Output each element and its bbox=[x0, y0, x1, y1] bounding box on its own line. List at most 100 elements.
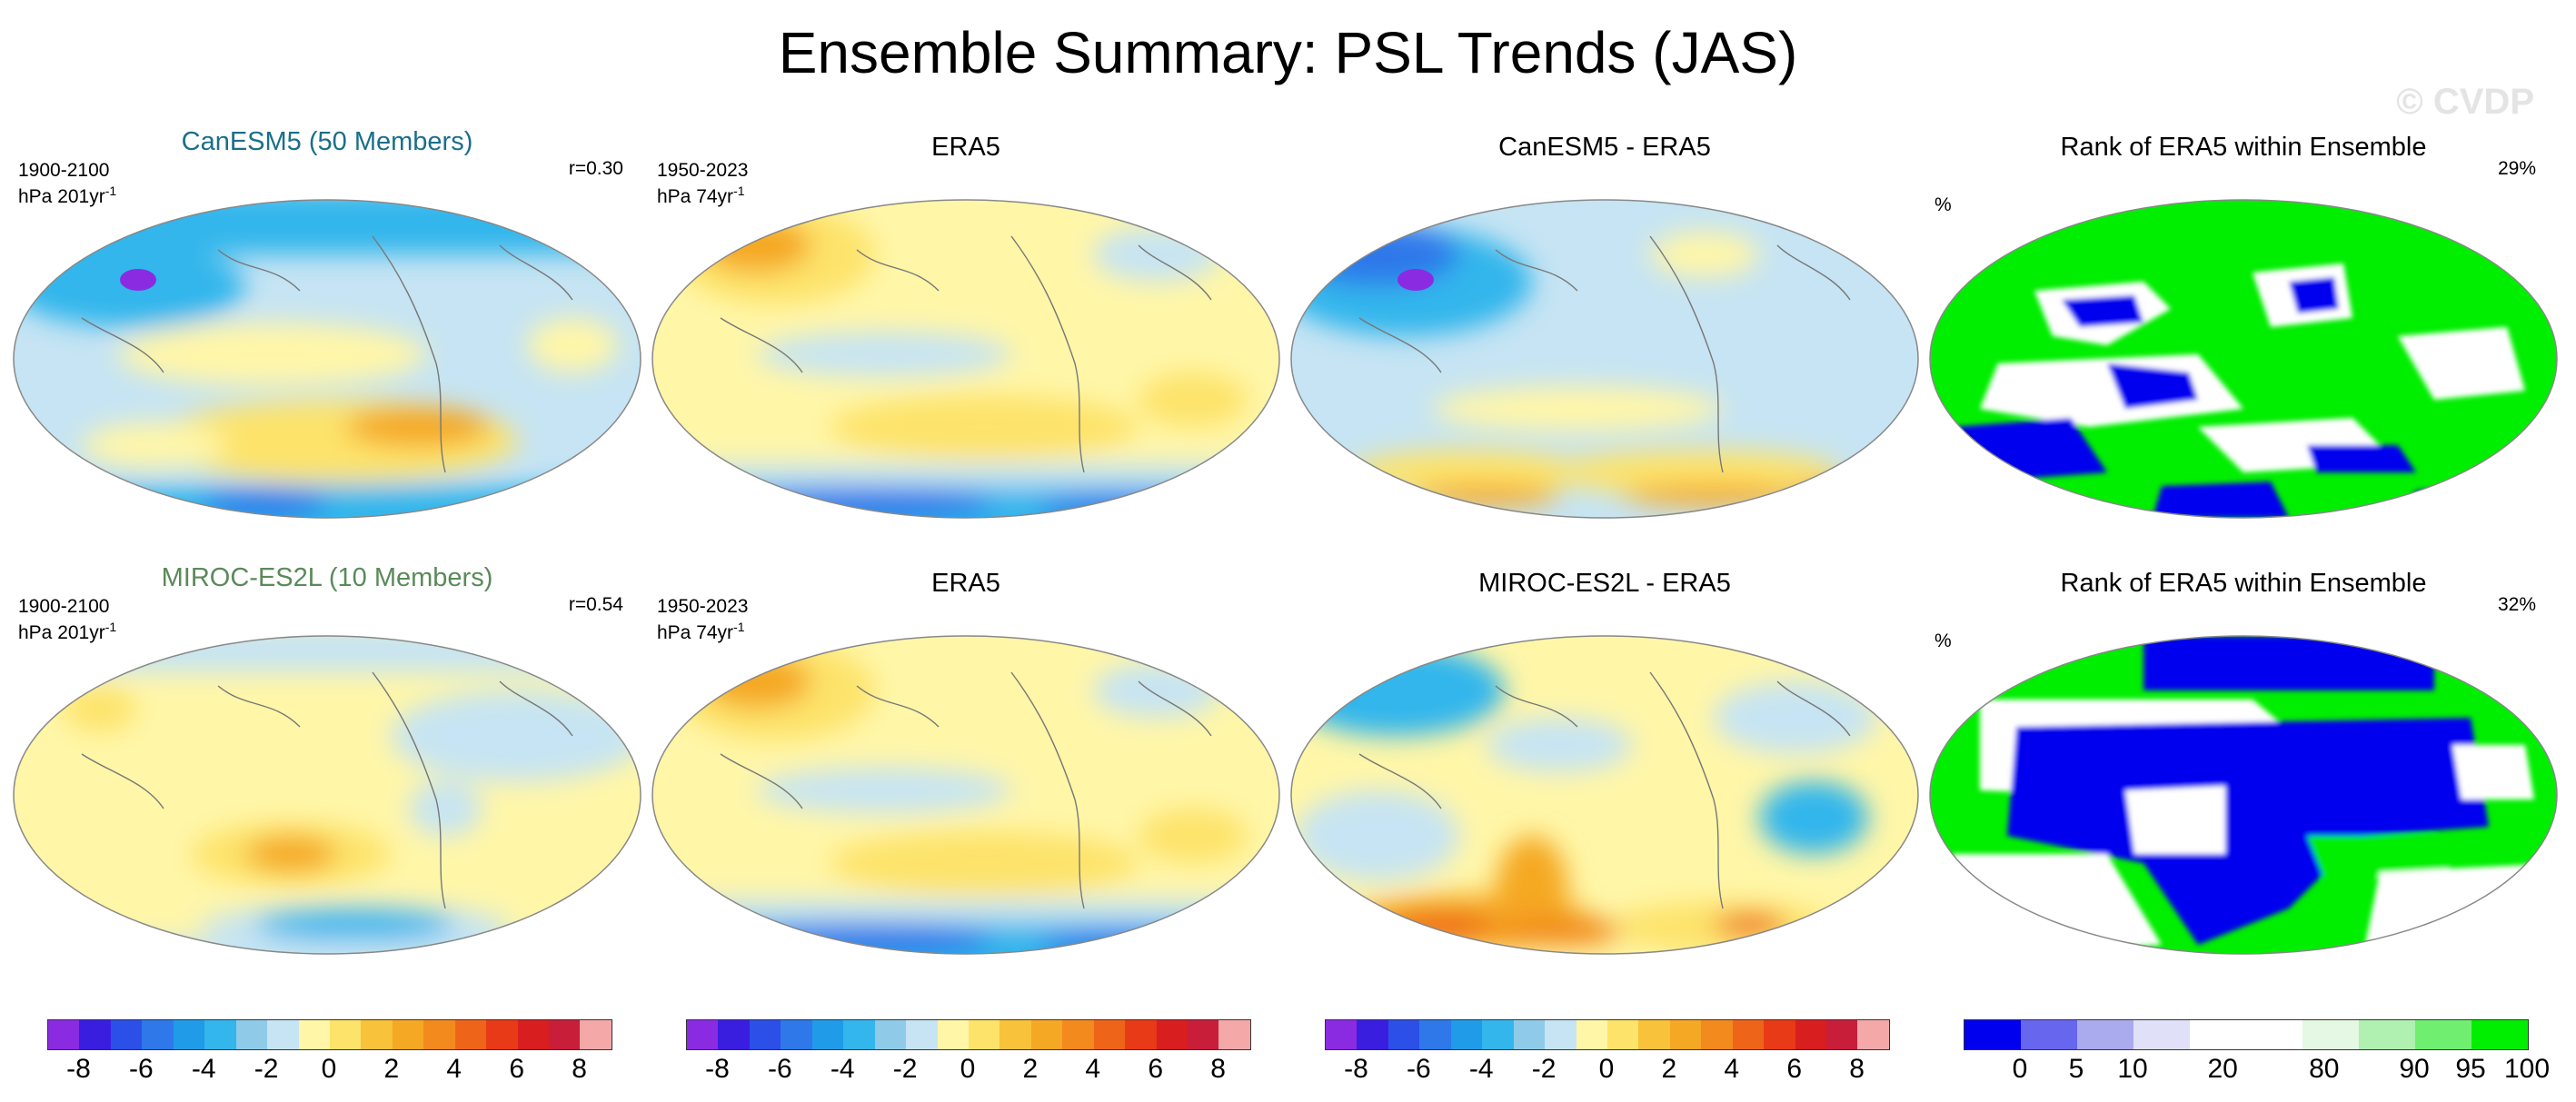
colorbar-tick-label: -8 bbox=[1344, 1054, 1368, 1084]
colorbar-tick-label: 10 bbox=[2117, 1054, 2148, 1084]
colorbar-swatch bbox=[1419, 1020, 1451, 1049]
panel-canesm5-minus-era5: CanESM5 - ERA5 bbox=[1287, 127, 1923, 519]
colorbar-tick-label: 6 bbox=[1148, 1054, 1163, 1084]
panel-title: MIROC-ES2L - ERA5 bbox=[1478, 569, 1731, 598]
panel-title: CanESM5 - ERA5 bbox=[1498, 133, 1711, 162]
map-canesm5-diff bbox=[1290, 199, 1919, 519]
colorbar-swatch bbox=[454, 1020, 487, 1049]
colorbar-rank bbox=[1964, 1019, 2529, 1050]
colorbar-swatch bbox=[580, 1020, 612, 1049]
colorbar-swatch bbox=[2302, 1020, 2359, 1049]
colorbar-tick-label: 0 bbox=[321, 1054, 337, 1084]
colorbar-swatch bbox=[204, 1020, 236, 1049]
page-title: Ensemble Summary: PSL Trends (JAS) bbox=[778, 20, 1798, 85]
colorbar-swatch bbox=[2472, 1020, 2528, 1049]
rank-unit-label: % bbox=[1934, 630, 1952, 651]
units-exponent: -1 bbox=[733, 620, 745, 634]
colorbar-swatch bbox=[1030, 1020, 1063, 1049]
colorbar-tick-label: 95 bbox=[2455, 1054, 2486, 1084]
units-label: hPa 201yr bbox=[18, 622, 105, 643]
panel-canesm5-trend: CanESM5 (50 Members) 1900-2100 hPa 201yr… bbox=[9, 127, 645, 519]
colorbar-swatch bbox=[718, 1020, 750, 1049]
colorbar-tick-label: 4 bbox=[1724, 1054, 1740, 1084]
units-exponent: -1 bbox=[104, 184, 117, 198]
panel-title: Rank of ERA5 within Ensemble bbox=[2060, 133, 2427, 162]
units-label: hPa 201yr bbox=[18, 186, 105, 207]
colorbar-trend-3 bbox=[1325, 1019, 1890, 1050]
colorbar-swatch bbox=[1125, 1020, 1157, 1049]
colorbar-swatch bbox=[968, 1020, 1000, 1049]
period-units-label: 1900-2100 hPa 201yr-1 bbox=[18, 596, 116, 643]
colorbar-tick-label: -8 bbox=[705, 1054, 730, 1084]
colorbar-tick-label: 4 bbox=[446, 1054, 462, 1084]
colorbar-tick-label: 6 bbox=[509, 1054, 524, 1084]
colorbar-swatch bbox=[1964, 1020, 2021, 1049]
colorbar-tick-label: -6 bbox=[128, 1054, 154, 1084]
map-miroc-diff bbox=[1290, 635, 1919, 955]
colorbar-swatch bbox=[267, 1020, 299, 1049]
panel-title: MIROC-ES2L (10 Members) bbox=[161, 563, 493, 592]
map-era5-2 bbox=[651, 635, 1280, 955]
rank-percent: 32% bbox=[2497, 594, 2536, 615]
colorbar-swatch bbox=[1606, 1020, 1639, 1049]
colorbar-tick-label: 8 bbox=[1210, 1054, 1226, 1084]
colorbar-tick-label: -4 bbox=[830, 1054, 855, 1084]
colorbar-swatch bbox=[1000, 1020, 1031, 1049]
colorbar-tick-label: 0 bbox=[2012, 1054, 2028, 1084]
colorbar-swatch bbox=[2246, 1020, 2302, 1049]
rank-unit-label: % bbox=[1934, 194, 1952, 215]
colorbar-swatch bbox=[906, 1020, 938, 1049]
panel-rank-1: Rank of ERA5 within Ensemble 29% % bbox=[1925, 127, 2561, 519]
period-units-label: 1950-2023 hPa 74yr-1 bbox=[657, 596, 748, 643]
colorbar-swatch bbox=[2133, 1020, 2190, 1049]
colorbar-swatch bbox=[2021, 1020, 2077, 1049]
colorbar-swatch bbox=[1638, 1020, 1670, 1049]
colorbar-swatch bbox=[1669, 1020, 1702, 1049]
colorbar-tick-label: 0 bbox=[960, 1054, 976, 1084]
period-label: 1900-2100 bbox=[18, 160, 110, 181]
colorbar-swatch bbox=[298, 1020, 330, 1049]
colorbar-swatch bbox=[1218, 1020, 1250, 1049]
panel-title: Rank of ERA5 within Ensemble bbox=[2060, 569, 2427, 598]
colorbar-swatch bbox=[2359, 1020, 2415, 1049]
colorbar-swatch bbox=[1326, 1020, 1358, 1049]
colorbar-trend-2 bbox=[686, 1019, 1251, 1050]
colorbar-swatch bbox=[142, 1020, 174, 1049]
rank-percent: 29% bbox=[2497, 158, 2536, 179]
panel-miroc-minus-era5: MIROC-ES2L - ERA5 bbox=[1287, 563, 1923, 955]
colorbar-swatch bbox=[48, 1020, 80, 1049]
colorbar-swatch bbox=[1513, 1020, 1546, 1049]
colorbar-tick-label: 80 bbox=[2309, 1054, 2340, 1084]
colorbar-swatch bbox=[781, 1020, 812, 1049]
colorbar-swatch bbox=[1732, 1020, 1765, 1049]
colorbar-ticks-1: -8 -6 -4 -2 0 2 4 6 8 bbox=[47, 1054, 611, 1090]
colorbar-swatch bbox=[173, 1020, 205, 1049]
period-units-label: 1900-2100 hPa 201yr-1 bbox=[18, 160, 116, 207]
colorbar-swatch bbox=[1156, 1020, 1188, 1049]
colorbar-ticks-2: -8 -6 -4 -2 0 2 4 6 8 bbox=[686, 1054, 1249, 1090]
units-exponent: -1 bbox=[104, 620, 117, 634]
colorbar-swatch bbox=[79, 1020, 111, 1049]
colorbar-swatch bbox=[1188, 1020, 1219, 1049]
pattern-correlation: r=0.30 bbox=[568, 158, 623, 179]
colorbar-tick-label: -2 bbox=[1531, 1054, 1557, 1084]
colorbar-tick-label: 0 bbox=[1598, 1054, 1615, 1084]
colorbar-swatch bbox=[2190, 1020, 2246, 1049]
colorbar-swatch bbox=[549, 1020, 581, 1049]
colorbar-tick-label: 4 bbox=[1085, 1054, 1101, 1084]
colorbar-trend-1 bbox=[47, 1019, 612, 1050]
colorbar-ticks-rank: 0 5 10 20 80 90 95 100 bbox=[1964, 1054, 2550, 1090]
colorbar-tick-label: 5 bbox=[2068, 1054, 2084, 1084]
colorbar-swatch bbox=[874, 1020, 907, 1049]
colorbar-swatch bbox=[1062, 1020, 1094, 1049]
units-exponent: -1 bbox=[733, 184, 745, 198]
panel-era5-trend-1: ERA5 1950-2023 hPa 74yr-1 bbox=[648, 127, 1284, 519]
colorbar-swatch bbox=[361, 1020, 393, 1049]
colorbar-swatch bbox=[1450, 1020, 1483, 1049]
colorbar-swatch bbox=[235, 1020, 268, 1049]
colorbar-tick-label: -2 bbox=[892, 1054, 918, 1084]
colorbar-swatch bbox=[486, 1020, 518, 1049]
colorbar-swatch bbox=[843, 1020, 875, 1049]
colorbar-tick-label: 8 bbox=[572, 1054, 587, 1084]
colorbar-swatch bbox=[2415, 1020, 2472, 1049]
